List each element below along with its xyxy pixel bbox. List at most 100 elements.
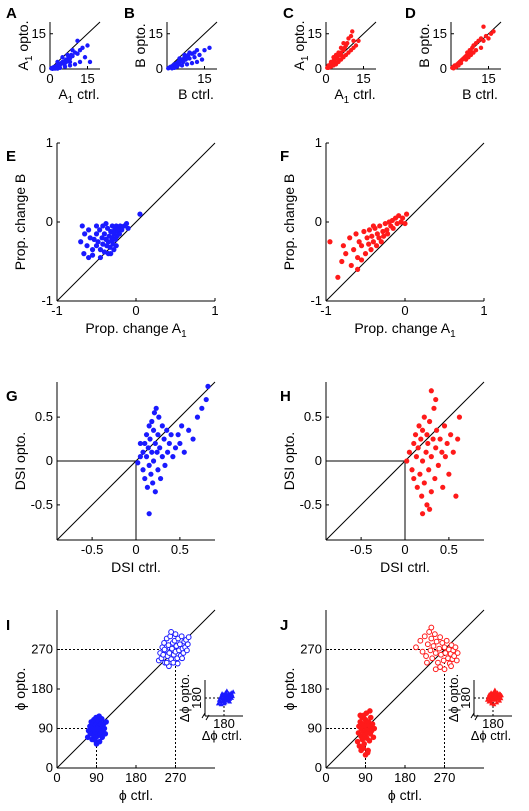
data-point-open (435, 659, 441, 666)
x-tick-label: 1 (211, 303, 218, 318)
x-tick-label: 0 (132, 303, 139, 318)
data-point (116, 231, 123, 237)
data-point-open (432, 650, 439, 656)
data-point (415, 445, 421, 451)
data-point (187, 50, 192, 55)
data-point (157, 475, 164, 482)
data-point (199, 405, 205, 411)
inset-data-point (494, 700, 500, 705)
x-tick-label: -1 (320, 303, 332, 318)
data-point (374, 231, 380, 237)
x-tick-label: -0.5 (350, 542, 372, 557)
data-point-open (169, 645, 175, 652)
inset-x-tick-label: 180 (213, 716, 235, 731)
data-point-open (437, 664, 444, 670)
data-point (366, 737, 373, 744)
data-point (102, 730, 109, 737)
data-point (103, 719, 109, 725)
axis-break-mark (201, 712, 210, 721)
data-point (441, 423, 448, 429)
panel-letter: D (405, 5, 416, 22)
data-point (60, 55, 65, 60)
y-tick-label: 90 (308, 721, 322, 736)
data-point (143, 432, 150, 438)
data-point (143, 454, 150, 460)
data-point (437, 436, 443, 442)
data-point (440, 484, 446, 490)
inset-data-point (499, 692, 504, 698)
data-point (341, 40, 346, 46)
data-point (199, 57, 205, 62)
data-point (99, 235, 105, 241)
panel-e: E -1 0 1 -1 0 1 Prop. change A1 Prop. change B (6, 135, 219, 340)
data-point (109, 223, 115, 229)
y-tick-label: 90 (39, 721, 53, 736)
x-tick-label: 1 (480, 303, 487, 318)
data-point (421, 414, 427, 420)
data-point (424, 502, 430, 508)
data-point (183, 57, 188, 62)
data-point (67, 59, 73, 65)
data-point (348, 48, 354, 53)
data-point (87, 59, 93, 65)
y-tick-label: 0 (39, 61, 46, 76)
data-point (411, 475, 417, 482)
data-point (331, 55, 336, 60)
y-tick-label: 0.5 (35, 409, 53, 424)
data-point (95, 239, 101, 245)
y-tick-label: -0.5 (300, 497, 322, 512)
y-tick-label: 180 (300, 681, 322, 696)
data-point (471, 50, 476, 55)
data-point-open (176, 641, 183, 648)
data-point (347, 235, 353, 241)
inset-data-point (491, 701, 497, 707)
data-point-open (413, 644, 419, 651)
data-point (369, 721, 376, 727)
data-point (153, 405, 159, 411)
data-point (91, 236, 97, 242)
x-axis-label: B ctrl. (462, 86, 498, 102)
data-point (177, 56, 182, 61)
data-point (412, 432, 419, 438)
data-point-open (428, 624, 435, 631)
data-point (152, 440, 158, 447)
data-point (434, 427, 440, 433)
data-point (93, 741, 100, 747)
x-tick-label: 270 (434, 770, 456, 785)
inset-data-point (230, 689, 236, 694)
data-point (79, 223, 85, 229)
data-point (433, 396, 439, 403)
inset-data-point (492, 687, 498, 692)
data-point (406, 449, 412, 455)
data-point (157, 445, 163, 451)
data-point (367, 708, 373, 714)
data-point (70, 53, 75, 59)
x-axis-label: B ctrl. (178, 86, 214, 102)
inset-y-axis-label: Δϕ opto. (446, 674, 461, 723)
x-axis-label: DSI ctrl. (380, 559, 430, 575)
data-point (155, 467, 161, 473)
data-point (370, 223, 376, 229)
data-point-open (443, 637, 450, 644)
data-point (350, 29, 355, 34)
data-point-open (163, 659, 170, 666)
y-tick-label: 0 (315, 760, 322, 775)
data-point (145, 445, 151, 451)
data-point (154, 449, 160, 455)
data-point (419, 458, 426, 464)
data-point (108, 251, 114, 257)
data-point (146, 462, 152, 468)
data-point-open (161, 646, 168, 653)
data-point (358, 257, 365, 263)
y-tick-label: 0 (46, 760, 53, 775)
data-point (159, 454, 165, 460)
data-point (481, 24, 486, 29)
data-point-open (161, 640, 167, 646)
data-point-open (437, 634, 444, 641)
data-point (113, 243, 119, 249)
data-point (169, 66, 175, 71)
panel-letter: A (6, 5, 17, 22)
